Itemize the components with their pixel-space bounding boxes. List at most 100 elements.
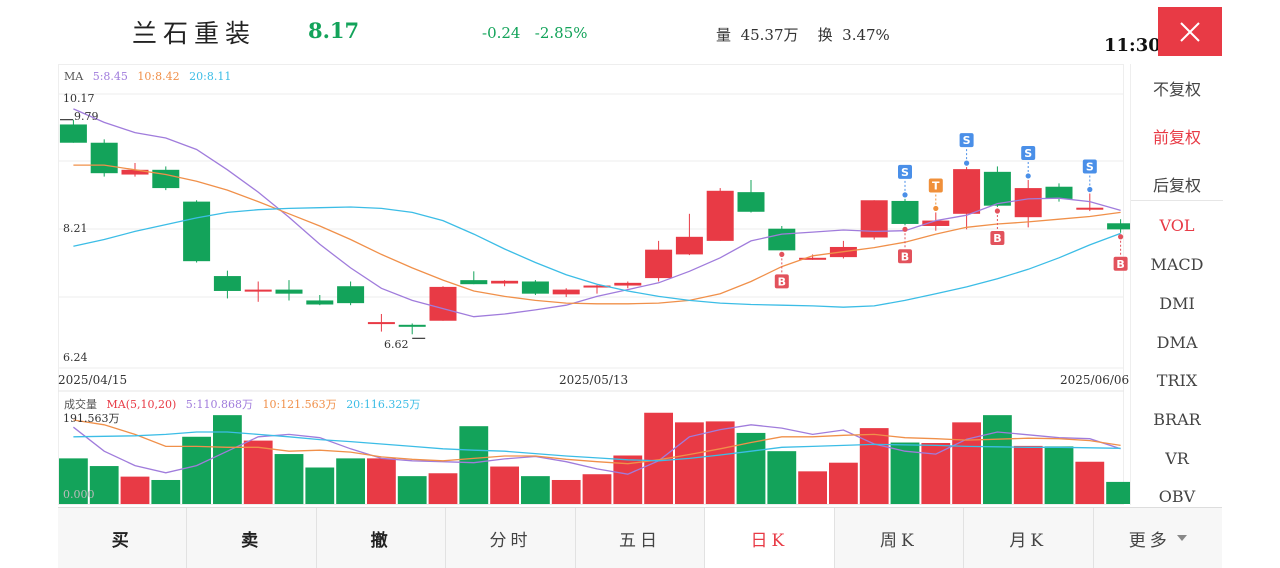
volume-ma-label: MA(5,10,20) <box>106 398 177 411</box>
signal-badge-b <box>990 231 1005 246</box>
volume-bar <box>336 458 365 504</box>
indicator-trix[interactable]: TRIX <box>1156 371 1198 390</box>
indicator-obv[interactable]: OBV <box>1158 487 1196 506</box>
volume-bar <box>397 476 427 504</box>
tab-intraday[interactable]: 分时 <box>446 508 576 568</box>
candle-body <box>59 124 87 143</box>
signal-dot <box>779 251 785 257</box>
max-price-marker: 9.79 <box>74 110 99 123</box>
volume-bar <box>490 466 519 504</box>
current-price: 8.17 <box>308 18 360 43</box>
signal-label: S <box>901 166 909 179</box>
indicator-dma[interactable]: DMA <box>1156 333 1198 352</box>
volume-bar <box>151 479 181 504</box>
volume-bar <box>274 454 304 504</box>
signal-dot <box>902 192 908 198</box>
signal-label: S <box>1086 160 1094 173</box>
ma-legend: MA 5:8.45 10:8.42 20:8.11 <box>64 70 237 83</box>
indicator-brar[interactable]: BRAR <box>1153 410 1201 429</box>
candle-body <box>398 324 426 327</box>
volume-bar <box>428 473 458 504</box>
signal-badge-s <box>959 133 974 148</box>
candle-body <box>213 276 241 291</box>
candle-body <box>1014 188 1042 218</box>
kline-chart[interactable]: B S B T S B S S B <box>0 0 1130 506</box>
change-percent: -2.85% <box>534 24 588 42</box>
candle-body <box>121 169 149 175</box>
volume-bar <box>243 440 273 504</box>
indicator-panel: 不复权 前复权 后复权 VOL MACD DMI DMA TRIX BRAR V… <box>1130 64 1223 506</box>
tab-five-day[interactable]: 五日 <box>576 508 706 568</box>
signal-label: B <box>778 275 786 288</box>
indicator-vol[interactable]: VOL <box>1159 216 1195 235</box>
volume-bar <box>859 428 889 504</box>
tab-daily-k[interactable]: 日K <box>705 508 835 568</box>
signal-dot <box>1118 234 1124 240</box>
volume-bar <box>182 436 211 504</box>
tab-monthly-k[interactable]: 月K <box>964 508 1094 568</box>
signal-badge-s <box>898 164 912 179</box>
volume-bar <box>675 422 704 504</box>
volume-max-label: 191.563万 <box>63 412 120 425</box>
buy-button[interactable]: 买 <box>58 508 188 568</box>
turnover-value: 3.47% <box>842 26 890 44</box>
axis-mid-label: 8.21 <box>63 222 88 235</box>
adjust-forward[interactable]: 前复权 <box>1152 128 1201 147</box>
candle-body <box>614 282 642 286</box>
volume-bar <box>89 466 119 504</box>
candle-body <box>491 280 519 284</box>
volume-bar <box>921 443 951 504</box>
date-mid: 2025/05/13 <box>559 373 629 387</box>
volume-bar <box>952 422 981 504</box>
candle-body <box>799 257 827 260</box>
more-label: 更多 <box>1128 530 1171 551</box>
volume-bar <box>521 476 550 504</box>
signal-label: B <box>901 250 909 263</box>
indicator-dmi[interactable]: DMI <box>1159 294 1195 313</box>
candle-body <box>1045 186 1073 199</box>
adjust-backward[interactable]: 后复权 <box>1152 176 1201 195</box>
sell-button[interactable]: 卖 <box>187 508 317 568</box>
ma-label: MA <box>64 70 84 83</box>
volume-bar <box>798 471 827 504</box>
ma20-line <box>73 206 1121 308</box>
candle-body <box>953 169 981 214</box>
signal-badge-s <box>1082 159 1097 174</box>
vol-ma5-legend: 5:110.868万 <box>185 398 253 411</box>
volume-bar <box>582 474 612 504</box>
candle-body <box>275 289 303 294</box>
axis-top-label: 10.17 <box>63 92 95 105</box>
vol-ma20-line <box>73 431 1121 462</box>
cancel-order-button[interactable]: 撤 <box>317 508 447 568</box>
signal-dot <box>902 226 908 232</box>
volume-bar <box>1013 445 1043 504</box>
signal-badge-b <box>1113 256 1128 271</box>
candle-body <box>460 280 488 285</box>
volume-bar <box>983 415 1012 504</box>
ma5-line <box>73 108 1121 318</box>
turnover-label: 换 <box>817 26 833 44</box>
tab-weekly-k[interactable]: 周K <box>835 508 965 568</box>
candle-body <box>737 192 765 212</box>
candle-body <box>244 289 272 292</box>
indicator-macd[interactable]: MACD <box>1150 255 1204 274</box>
candle-body <box>922 220 950 226</box>
candle-body <box>645 249 673 279</box>
adjust-none[interactable]: 不复权 <box>1152 80 1201 99</box>
candle-body <box>675 236 703 255</box>
more-menu[interactable]: 更多 <box>1094 508 1222 568</box>
signal-label: B <box>993 232 1001 245</box>
volume-bar <box>736 432 766 504</box>
indicator-vr[interactable]: VR <box>1165 449 1189 468</box>
volume-bar <box>1106 481 1130 504</box>
volume-bar <box>890 442 920 504</box>
axis-bottom-label: 6.24 <box>63 351 88 364</box>
close-button[interactable] <box>1158 7 1222 56</box>
candle-body <box>891 200 919 224</box>
volume-bar <box>705 421 735 504</box>
volume-title: 成交量 <box>64 398 97 411</box>
candle-body <box>90 142 118 174</box>
candle-body <box>552 289 580 295</box>
volume-bar <box>120 476 150 504</box>
date-start: 2025/04/15 <box>58 373 128 387</box>
